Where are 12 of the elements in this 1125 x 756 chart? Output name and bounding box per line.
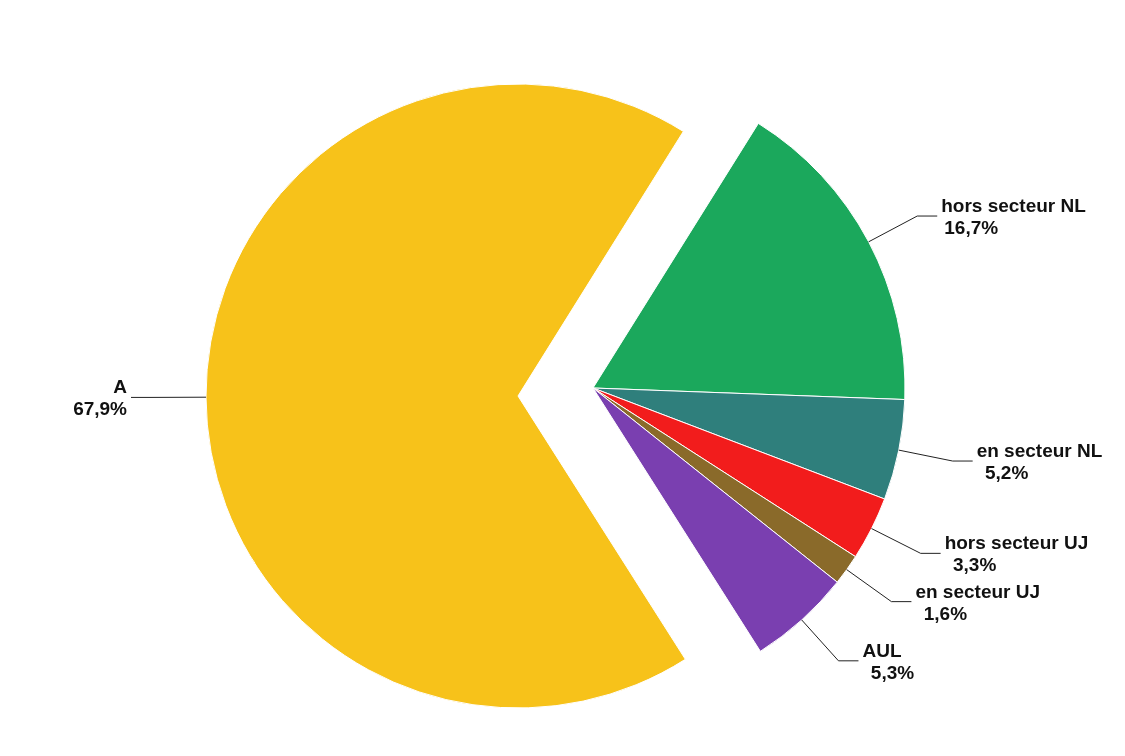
slice-label: AUL [862,639,902,661]
slice-label: hors secteur UJ [944,532,1089,554]
data-label: 16,7% [944,217,999,239]
data-label: 5,3% [870,661,915,683]
data-label: 67,9% [73,398,128,420]
slice-label: en secteur UJ [915,580,1041,602]
slice-label: en secteur NL [976,440,1103,462]
data-label: 3,3% [952,554,997,576]
slice-label: A [113,376,128,398]
slice-label: hors secteur NL [941,195,1087,217]
data-label: 1,6% [923,602,968,624]
data-label: 5,2% [985,462,1029,484]
